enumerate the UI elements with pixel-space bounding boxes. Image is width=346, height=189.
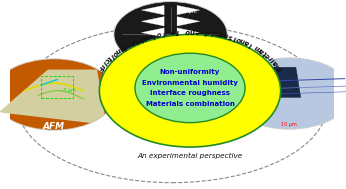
Text: b: b <box>129 38 136 46</box>
Text: i: i <box>233 34 237 40</box>
Text: Non-uniformity: Non-uniformity <box>160 69 220 75</box>
Text: e: e <box>264 51 272 59</box>
Text: m: m <box>254 44 263 53</box>
Text: r: r <box>161 30 166 36</box>
Polygon shape <box>142 28 164 37</box>
Text: i: i <box>210 29 213 35</box>
Text: o: o <box>185 28 190 34</box>
Text: s: s <box>228 33 233 40</box>
Polygon shape <box>142 39 164 49</box>
Text: a: a <box>142 34 148 41</box>
Text: d: d <box>204 28 210 35</box>
Text: a: a <box>118 44 125 52</box>
Polygon shape <box>142 50 164 60</box>
Polygon shape <box>177 5 200 15</box>
Text: Interface roughness: Interface roughness <box>150 90 230 96</box>
Polygon shape <box>177 17 200 26</box>
Text: 10 μm: 10 μm <box>282 122 297 127</box>
Text: c: c <box>103 57 110 64</box>
Text: o: o <box>156 30 162 37</box>
Text: r: r <box>267 54 274 61</box>
Text: ~3 μm: ~3 μm <box>58 88 75 93</box>
Text: t: t <box>262 49 268 56</box>
Text: e: e <box>134 37 140 44</box>
Text: v: v <box>147 33 153 40</box>
Text: e: e <box>195 28 200 34</box>
Text: r: r <box>99 62 106 69</box>
Text: l: l <box>249 41 254 47</box>
Ellipse shape <box>135 53 245 123</box>
Polygon shape <box>177 28 200 37</box>
Polygon shape <box>0 70 106 125</box>
Ellipse shape <box>114 2 227 67</box>
Text: o: o <box>111 49 119 56</box>
Text: Environmental humidity: Environmental humidity <box>142 80 238 86</box>
Ellipse shape <box>228 58 346 129</box>
Polygon shape <box>270 67 301 97</box>
Text: o: o <box>170 28 176 35</box>
Text: a: a <box>258 46 265 54</box>
Text: SEM: SEM <box>160 61 181 70</box>
Text: n: n <box>115 46 122 54</box>
Text: l: l <box>275 63 281 68</box>
Text: i: i <box>271 57 276 63</box>
Text: -: - <box>201 28 204 34</box>
Text: h: h <box>138 35 144 43</box>
Polygon shape <box>142 5 164 15</box>
Text: a: a <box>272 59 280 67</box>
Text: t: t <box>106 54 112 61</box>
Text: OM: OM <box>258 109 274 118</box>
Text: m: m <box>212 29 221 36</box>
Text: a: a <box>244 38 251 46</box>
Text: n: n <box>223 31 229 38</box>
Ellipse shape <box>0 59 116 130</box>
Text: n: n <box>240 37 247 44</box>
Text: e: e <box>218 30 224 37</box>
Text: i: i <box>152 32 156 38</box>
Text: 2 μm: 2 μm <box>184 9 196 13</box>
Text: AFM: AFM <box>43 122 65 131</box>
Text: o: o <box>236 35 242 42</box>
Text: i: i <box>109 52 115 58</box>
Text: i: i <box>101 60 107 66</box>
Text: Materials combination: Materials combination <box>146 101 235 107</box>
Ellipse shape <box>99 34 281 147</box>
Text: F: F <box>96 64 104 72</box>
Text: An experimental perspective: An experimental perspective <box>137 153 243 160</box>
Text: s: s <box>276 65 284 72</box>
Polygon shape <box>177 50 200 60</box>
Text: n: n <box>190 28 195 34</box>
Text: f: f <box>176 28 180 34</box>
Polygon shape <box>142 17 164 26</box>
Polygon shape <box>177 39 200 49</box>
Text: l: l <box>123 43 128 49</box>
